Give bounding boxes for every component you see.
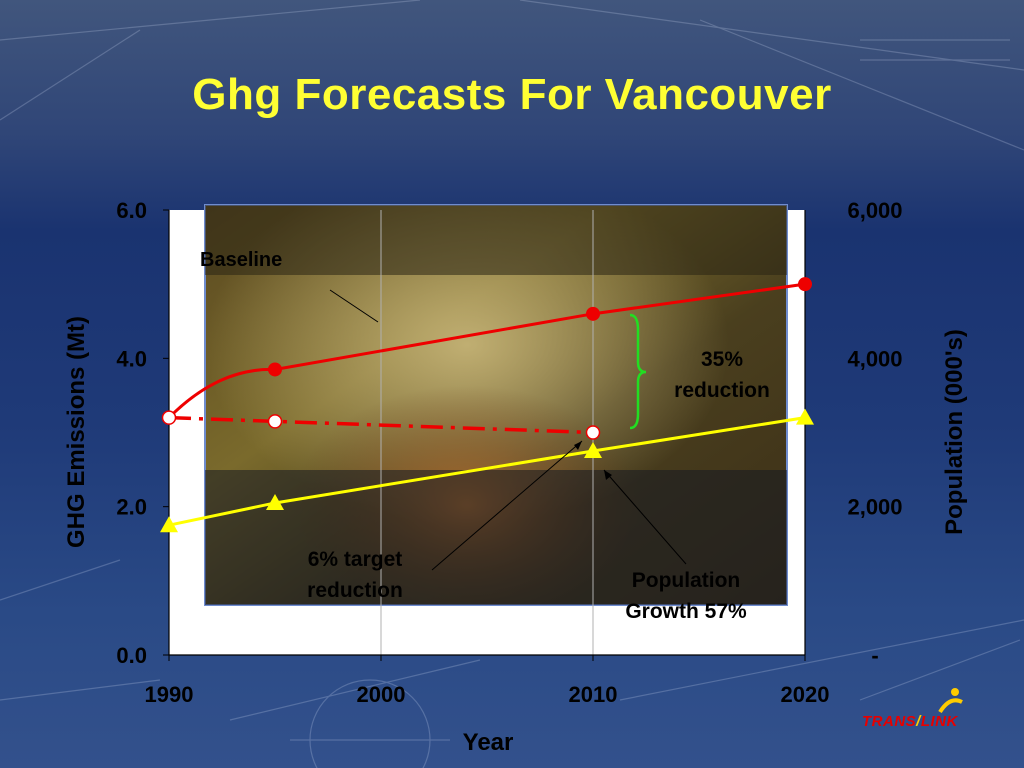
- x-tick-label: 2020: [781, 682, 830, 707]
- annotation-6pct-target: 6% target: [308, 548, 403, 571]
- logo-slash: /: [916, 713, 921, 730]
- data-point: [268, 362, 282, 377]
- annotation-35-reduction: 35%: [701, 348, 743, 371]
- y-tick-label: 0.0: [116, 643, 147, 668]
- data-point: [160, 516, 178, 533]
- annotation-baseline: Baseline: [200, 249, 282, 271]
- annotation-population-growth: Population: [632, 569, 741, 592]
- annotation-6pct-target: reduction: [307, 579, 403, 602]
- translink-logo: TRANS/LINK: [862, 686, 1002, 736]
- x-axis-title: Year: [463, 729, 514, 756]
- y2-tick-label: 6,000: [847, 198, 902, 223]
- chart-background-photo: [204, 204, 788, 606]
- series-line: [168, 416, 806, 527]
- data-point: [584, 442, 602, 459]
- y2-axis-title: Population (000's): [941, 329, 968, 535]
- annotations: Baseline 35% reduction 6% target reduction Po…: [200, 249, 770, 623]
- y-axis-title: GHG Emissions (Mt): [63, 316, 90, 548]
- data-point: [266, 493, 284, 510]
- y-tick-label: 6.0: [116, 198, 147, 223]
- y2-tick-label: 2,000: [847, 495, 902, 520]
- x-tick-label: 1990: [145, 682, 194, 707]
- annotation-pointer: [431, 440, 583, 571]
- data-point: [585, 425, 601, 440]
- y2-tick-label: -: [871, 643, 878, 668]
- tick-labels: 1990 2000 2010 2020 0.0 2.0 4.0 6.0 - 2,000 4,000 6…: [63, 198, 968, 756]
- reduction-brace: [629, 313, 647, 430]
- series: [160, 277, 814, 533]
- annotation-pointer: [603, 469, 687, 565]
- slide-title: Ghg Forecasts For Vancouver: [192, 70, 832, 119]
- annotation-population-growth: Growth 57%: [625, 600, 747, 623]
- logo-text: TRANS/LINK: [862, 713, 958, 730]
- runner-icon: [938, 688, 963, 714]
- annotation-arrowhead: [574, 441, 582, 450]
- y-tick-label: 4.0: [116, 346, 147, 371]
- data-point: [796, 408, 814, 425]
- data-point: [267, 414, 283, 429]
- annotation-35-reduction: reduction: [674, 379, 770, 402]
- logo-text-link: LINK: [920, 713, 958, 730]
- annotation-arrowhead: [604, 470, 612, 480]
- y-tick-label: 2.0: [116, 495, 147, 520]
- x-tick-label: 2000: [357, 682, 406, 707]
- annotation-pointer: [329, 289, 379, 323]
- x-tick-label: 2010: [569, 682, 618, 707]
- data-point: [586, 306, 600, 321]
- data-point: [161, 410, 177, 425]
- data-point: [798, 277, 812, 292]
- logo-text-trans: TRANS: [862, 713, 917, 730]
- y2-tick-label: 4,000: [847, 346, 902, 371]
